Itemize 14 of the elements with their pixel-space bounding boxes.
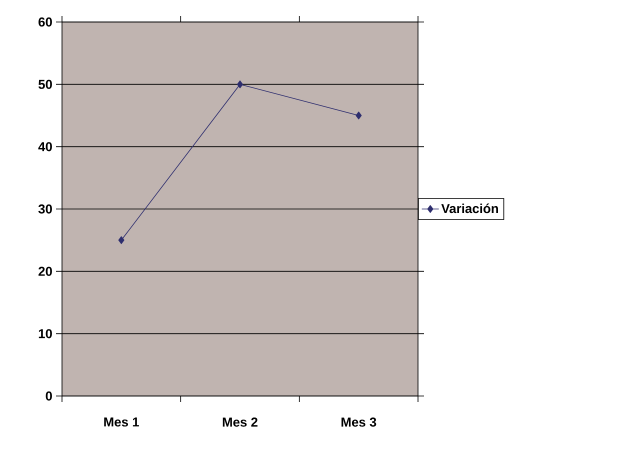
legend-label: Variación (441, 204, 498, 214)
y-tick-label: 0 (46, 391, 52, 401)
y-tick-label: 30 (38, 204, 52, 214)
y-tick-label: 40 (38, 142, 52, 152)
point (118, 236, 124, 244)
point (236, 80, 244, 88)
y-tick-label: 50 (38, 80, 52, 89)
y-tick-label: 60 (38, 17, 52, 27)
point (356, 112, 362, 120)
x-tick-label: Mes 2 (222, 418, 258, 427)
y-tick-label: 20 (38, 266, 52, 276)
y-tick-label: 10 (38, 329, 52, 338)
x-tick-label: Mes 1 (104, 418, 139, 427)
x-tick-label: Mes 3 (342, 418, 376, 427)
